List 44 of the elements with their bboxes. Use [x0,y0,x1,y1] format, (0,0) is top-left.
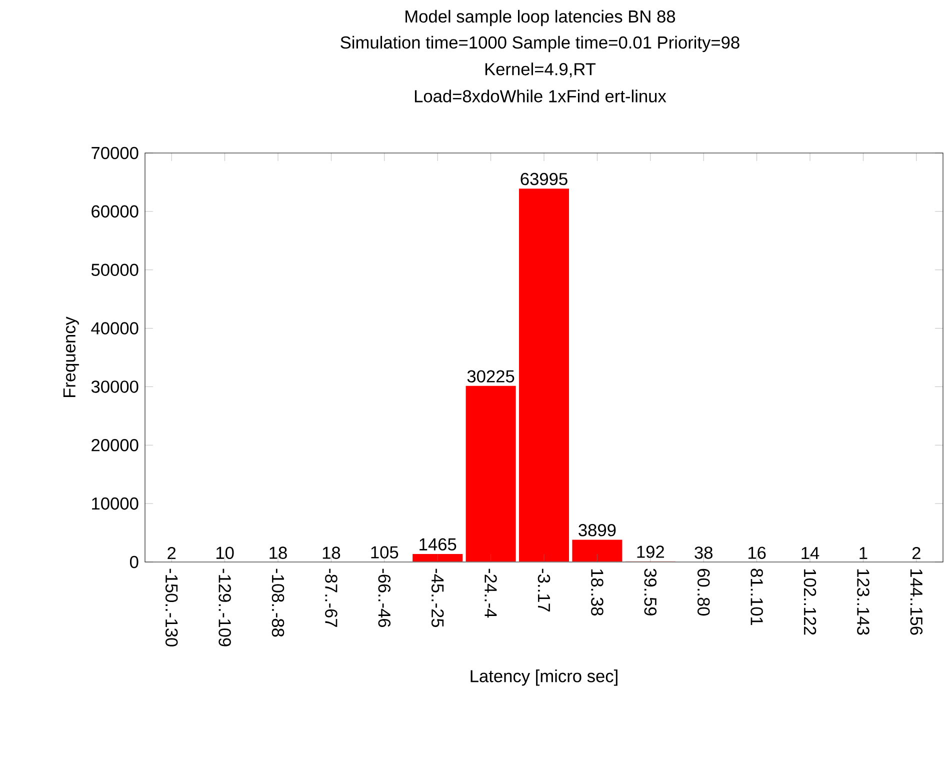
data-label: 10 [216,546,234,560]
chart-title: Model sample loop latencies BN 88 [406,10,676,26]
x-tick-label: -87..-67 [325,568,338,627]
y-tick-label: 70000 [92,146,138,160]
data-label: 38 [694,546,712,559]
x-tick-label: -3..17 [538,568,550,612]
x-tick-label: 144..156 [910,569,923,635]
y-tick-label: 50000 [91,264,138,276]
x-tick-label: 18..38 [591,569,604,616]
data-label: 18 [270,546,287,559]
data-label: 30225 [467,370,514,382]
data-label: 1465 [420,538,456,551]
y-tick-label: 40000 [91,322,138,334]
y-tick-label: 0 [130,556,138,568]
x-tick-label: -45..-25 [431,568,444,628]
data-label: 192 [637,546,664,558]
x-tick-label: 60..80 [697,568,710,616]
x-axis-title: Latency [micro sec] [470,670,618,686]
x-tick-label: -66..-46 [378,568,391,628]
y-tick-label: 10000 [92,497,138,510]
data-label: 2 [912,546,920,560]
data-label: 3899 [578,524,616,536]
data-label: 18 [322,546,340,559]
data-label: 16 [748,546,766,559]
text: Load=8xdoWhile 1xFind ert-linux [414,90,666,102]
data-label: 63995 [520,172,568,186]
x-tick-label: -129..-109 [218,568,231,646]
y-tick-label: 20000 [92,439,138,452]
x-tick-label: 39..59 [644,568,657,616]
x-tick-label: 102..122 [804,569,816,635]
data-label: 1 [860,547,868,560]
x-tick-label: 81..101 [750,568,763,626]
data-label: 14 [802,547,820,559]
data-label: 105 [371,546,398,558]
x-tick-label: -24..-4 [484,568,497,618]
chart-subtitle: Simulation time=1000 Sample time=0.01 Priority=98 [340,36,740,52]
x-tick-label: -150..-130 [165,568,178,646]
x-tick-label: -108..-88 [272,568,284,637]
x-tick-label: 123..143 [857,569,870,635]
text: Kernel=4.9,RT [485,62,596,78]
y-axis-title: Frequency [63,316,79,398]
data-label: 2 [168,546,176,560]
y-tick-label: 30000 [91,380,138,393]
y-tick-label: 60000 [92,205,138,218]
